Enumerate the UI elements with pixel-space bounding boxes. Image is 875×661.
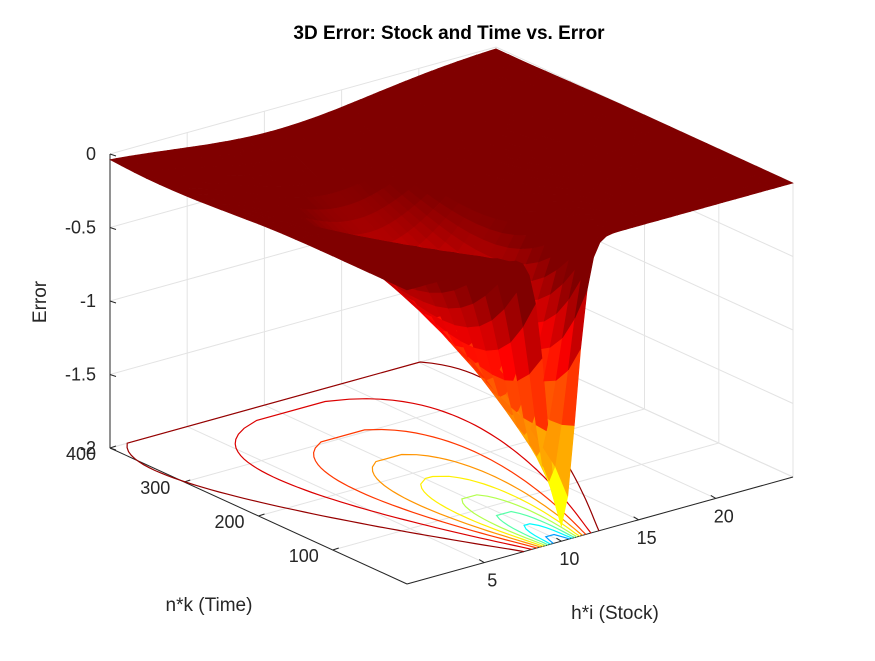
z-tick: [109, 300, 117, 304]
chart-title: 3D Error: Stock and Time vs. Error: [293, 23, 605, 44]
z-tick: [109, 374, 117, 377]
y-tick: [258, 513, 265, 517]
y-tick: [332, 547, 339, 551]
z-tick: [109, 447, 117, 451]
x-tick: [556, 537, 562, 542]
x-tick: [633, 516, 639, 521]
z-tick-label: -2: [80, 438, 96, 458]
contour-line: [371, 453, 583, 548]
y-tick-label: 400: [66, 444, 96, 464]
y-tick-label: 100: [289, 546, 319, 566]
contour-line: [420, 475, 581, 547]
x-tick: [478, 559, 485, 564]
x-tick-label: 15: [637, 528, 657, 548]
y-axis-label: n*k (Time): [166, 595, 253, 616]
tick-labels: 0 -0.5 -1 -1.5 -2 100 200 300 400 5 10 15 20: [65, 144, 734, 591]
x-tick-label: 20: [714, 506, 734, 526]
z-tick-label: 0: [86, 144, 96, 164]
z-tick-label: -1.5: [65, 365, 96, 385]
x-tick: [710, 494, 717, 499]
x-tick-label: 10: [559, 549, 579, 569]
z-tick-label: -1: [80, 291, 96, 311]
contour-line: [523, 523, 573, 545]
contour-line: [544, 533, 570, 544]
x-axis-line: [406, 476, 794, 585]
x-tick-label: 5: [487, 571, 497, 591]
x-axis-label: h*i (Stock): [571, 603, 659, 624]
y-tick: [109, 445, 117, 449]
y-tick-label: 300: [140, 478, 170, 498]
z-tick: [109, 227, 117, 230]
z-tick: [109, 153, 117, 157]
axes: [109, 153, 794, 585]
z-tick-label: -0.5: [65, 218, 96, 238]
error-surface: [109, 48, 794, 527]
contour-line: [312, 428, 587, 549]
z-axis-label: Error: [30, 280, 51, 323]
surface-patch: [773, 176, 794, 186]
y-tick-label: 200: [214, 512, 244, 532]
contour-line: [461, 494, 578, 547]
contour-line: [495, 510, 575, 546]
grid-line-z: [109, 340, 794, 478]
contour-line: [234, 398, 592, 550]
